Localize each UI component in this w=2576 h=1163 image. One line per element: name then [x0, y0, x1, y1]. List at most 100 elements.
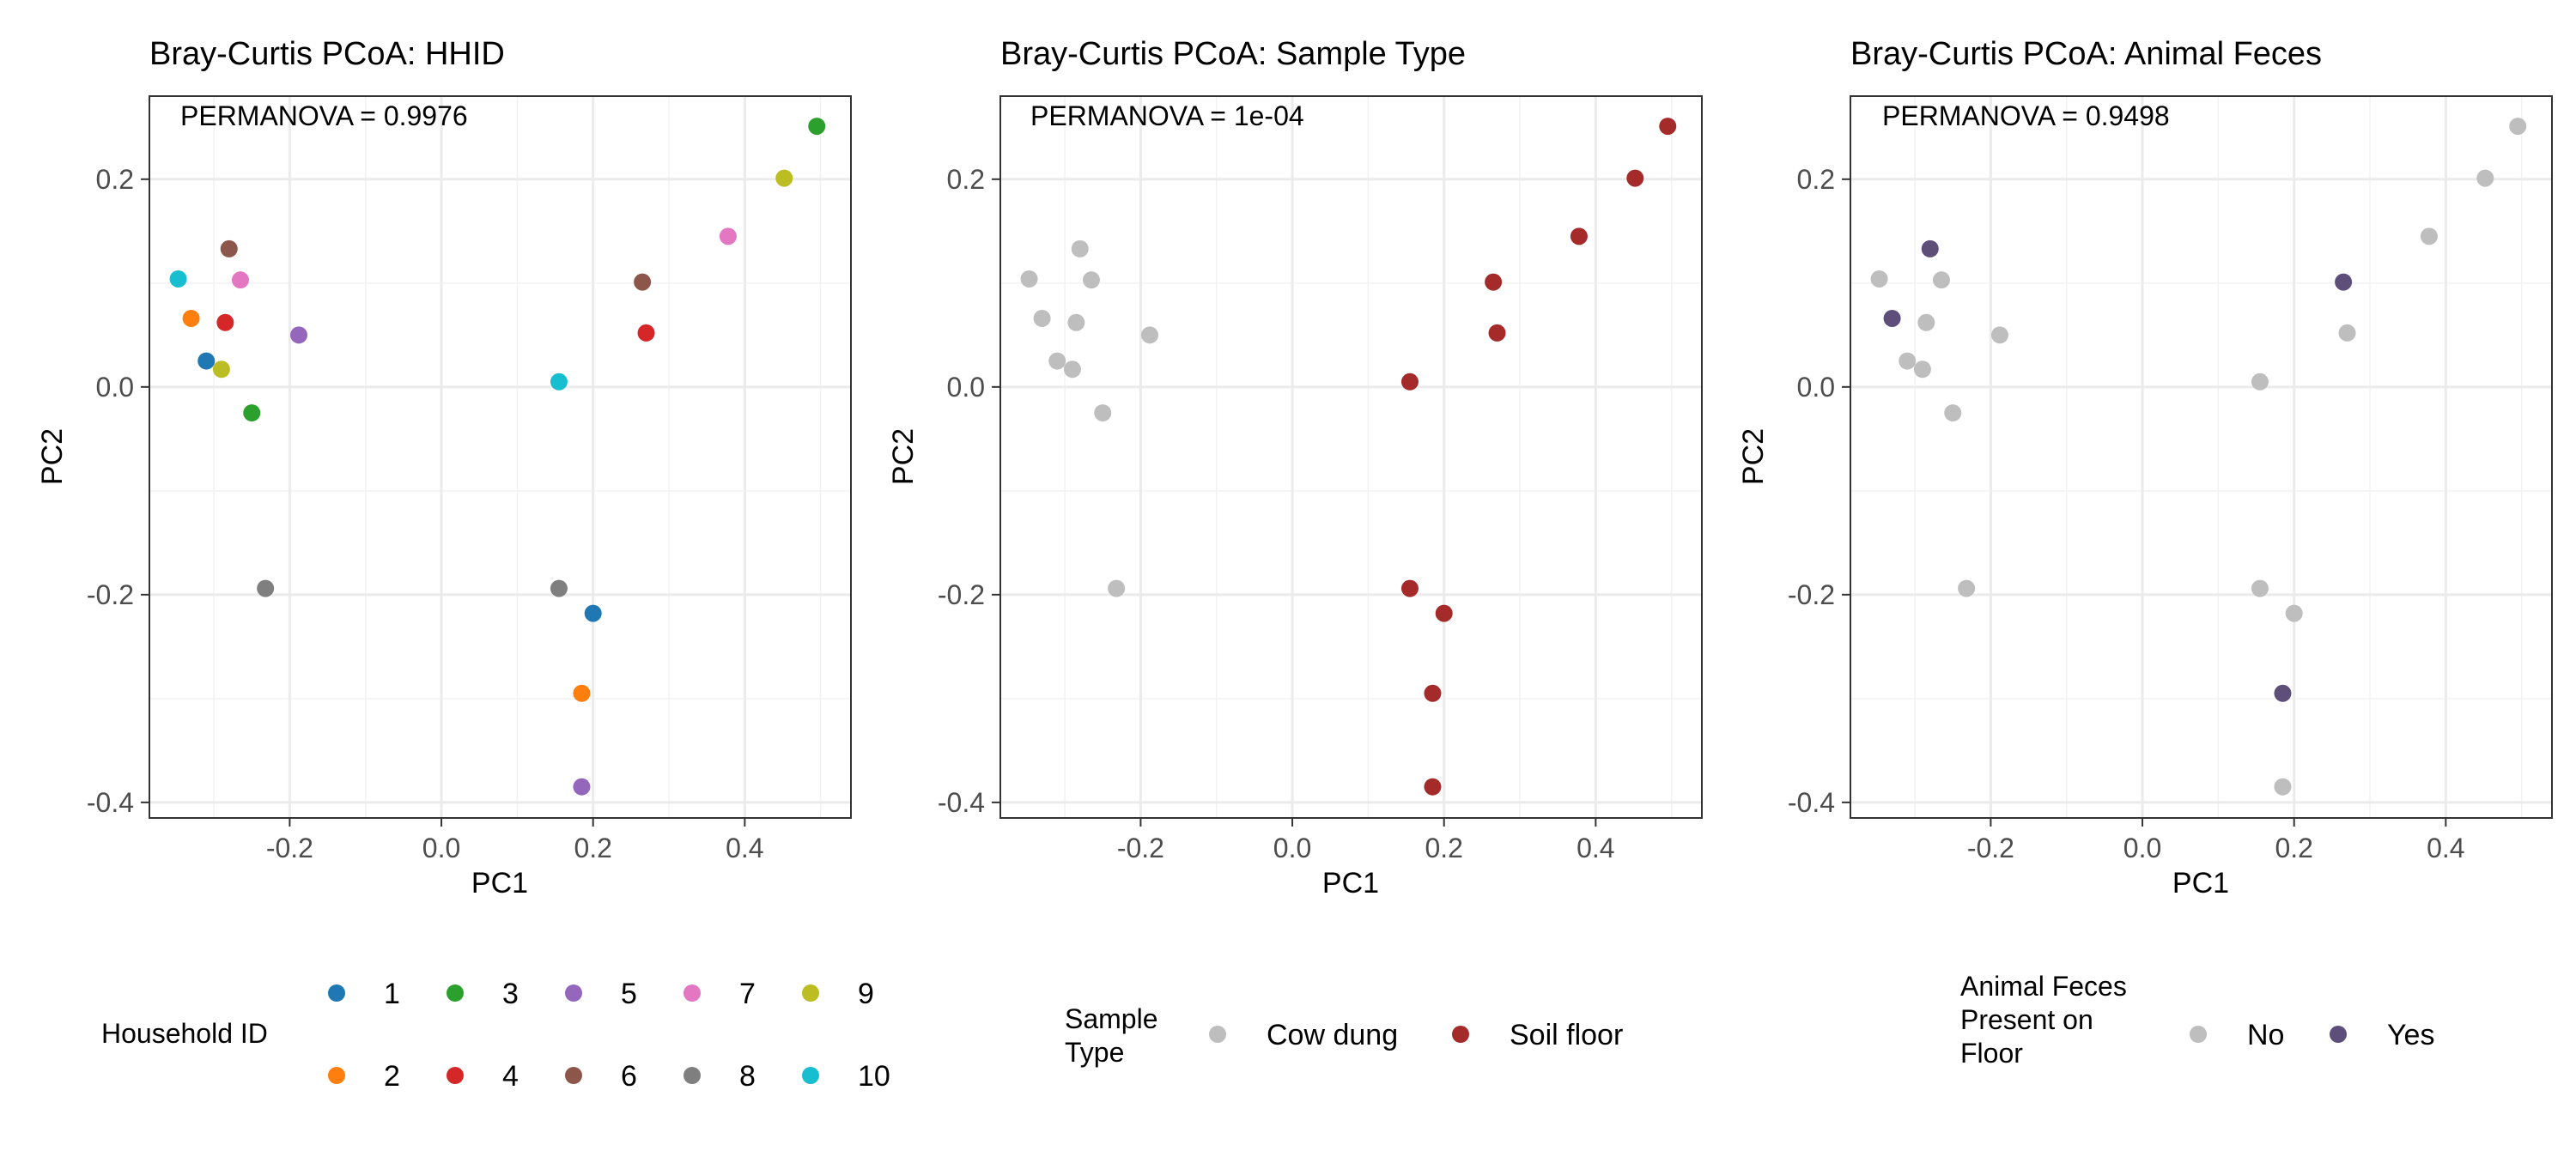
permanova-annotation: PERMANOVA = 0.9498: [1882, 100, 2170, 131]
data-point: [550, 579, 568, 597]
data-point: [1094, 404, 1112, 422]
data-point: [1140, 326, 1158, 344]
data-point: [216, 313, 234, 331]
legend-label: 8: [739, 1060, 756, 1093]
y-tick-label: -0.2: [87, 579, 134, 610]
x-tick-label: -0.2: [1967, 833, 2014, 863]
legend-items: 1 2 3 4 5 6 7 8 9 10: [328, 978, 890, 1093]
plot-background: [149, 96, 851, 818]
legend-label: Soil floor: [1510, 1019, 1623, 1051]
legend-label: 3: [502, 978, 519, 1010]
legend-label: 2: [384, 1060, 400, 1093]
legend-label: Yes: [2387, 1019, 2434, 1051]
data-point: [220, 239, 238, 257]
data-point: [1488, 324, 1506, 342]
data-point: [2335, 273, 2353, 291]
legend-label: 4: [502, 1060, 519, 1093]
chart-title: Bray-Curtis PCoA: HHID: [149, 36, 505, 72]
data-point: [2251, 373, 2269, 391]
x-tick-label: 0.0: [2123, 833, 2161, 863]
data-point: [289, 326, 307, 344]
data-point: [1626, 169, 1644, 187]
x-tick-label: 0.0: [422, 833, 460, 863]
grid: [149, 96, 851, 818]
data-point: [182, 309, 200, 327]
legend-key: [447, 1067, 464, 1084]
legend-key: [1209, 1026, 1226, 1043]
y-tick-label: 0.2: [1797, 164, 1835, 195]
plot-border: [149, 95, 852, 819]
data-point: [1435, 604, 1453, 622]
data-point: [1990, 326, 2008, 344]
data-point: [1944, 404, 1962, 422]
chart-title: Bray-Curtis PCoA: Animal Feces: [1850, 36, 2322, 72]
legend-items: No Yes: [2190, 1019, 2434, 1051]
legend: Sample Type Cow dung Soil floor: [1065, 1003, 1623, 1068]
data-point: [1424, 684, 1442, 702]
y-tick-label: -0.2: [938, 579, 985, 610]
data-point: [257, 579, 275, 597]
y-tick-label: -0.4: [87, 787, 134, 818]
data-point: [1424, 778, 1442, 796]
points: [1020, 118, 1677, 796]
data-point: [243, 404, 261, 422]
data-point: [1020, 270, 1038, 288]
legend-title: Animal Feces Present on Floor: [1960, 971, 2127, 1069]
data-point: [1033, 309, 1051, 327]
data-point: [1048, 352, 1066, 370]
x-tick-label: 0.4: [726, 833, 763, 863]
y-tick-label: 0.2: [96, 164, 134, 195]
panel-hhid: Bray-Curtis PCoA: HHID PERMANOVA = 0.997…: [36, 36, 890, 1093]
legend-title-line: Sample: [1065, 1003, 1158, 1034]
y-axis-title: PC2: [36, 428, 69, 485]
data-point: [1870, 270, 1888, 288]
plot-border: [999, 95, 1703, 819]
legend: Animal Feces Present on Floor No Yes: [1960, 971, 2434, 1069]
legend-key: [802, 1067, 819, 1084]
x-tick-label: 0.4: [1577, 833, 1614, 863]
legend-title-line: Animal Feces: [1960, 971, 2127, 1002]
data-point: [1400, 373, 1419, 391]
legend-title: Household ID: [101, 1018, 268, 1049]
data-point: [2251, 579, 2269, 597]
data-point: [169, 270, 187, 288]
data-point: [1958, 579, 1976, 597]
x-tick-label: -0.2: [1117, 833, 1164, 863]
x-tick-label: 0.0: [1273, 833, 1311, 863]
y-tick-label: -0.2: [1788, 579, 1835, 610]
data-point: [550, 373, 568, 391]
legend-label: 9: [858, 978, 874, 1010]
legend-key: [328, 1067, 345, 1084]
x-axis-title: PC1: [1322, 867, 1379, 900]
x-tick-label: 0.2: [2275, 833, 2312, 863]
x-axis-title: PC1: [2172, 867, 2229, 900]
data-point: [231, 271, 249, 289]
legend-key: [565, 984, 582, 1002]
data-point: [1913, 360, 1931, 379]
permanova-annotation: PERMANOVA = 1e-04: [1030, 100, 1304, 131]
legend-title: Sample Type: [1065, 1003, 1158, 1068]
data-point: [1400, 579, 1419, 597]
grid: [1000, 96, 1702, 818]
legend-label: Cow dung: [1267, 1019, 1398, 1051]
data-point: [1108, 579, 1126, 597]
data-point: [808, 118, 826, 136]
x-axis-title: PC1: [471, 867, 528, 900]
axis-ticks: -0.2 0.0 0.2 0.4 -0.4 -0.2 0.0 0.2: [87, 164, 764, 863]
data-point: [1921, 239, 1939, 257]
permanova-annotation: PERMANOVA = 0.9976: [180, 100, 468, 131]
data-point: [1883, 309, 1901, 327]
legend-label: 1: [384, 978, 400, 1010]
data-point: [2274, 778, 2292, 796]
points: [1870, 118, 2527, 796]
legend-title-line: Present on: [1960, 1004, 2093, 1035]
legend: Household ID 1 2 3 4 5 6 7 8 9 10: [101, 978, 890, 1093]
data-point: [212, 360, 230, 379]
data-point: [1899, 352, 1917, 370]
legend-key: [683, 984, 701, 1002]
data-point: [197, 352, 216, 370]
legend-key: [328, 984, 345, 1002]
legend-title-line: Floor: [1960, 1038, 2023, 1069]
